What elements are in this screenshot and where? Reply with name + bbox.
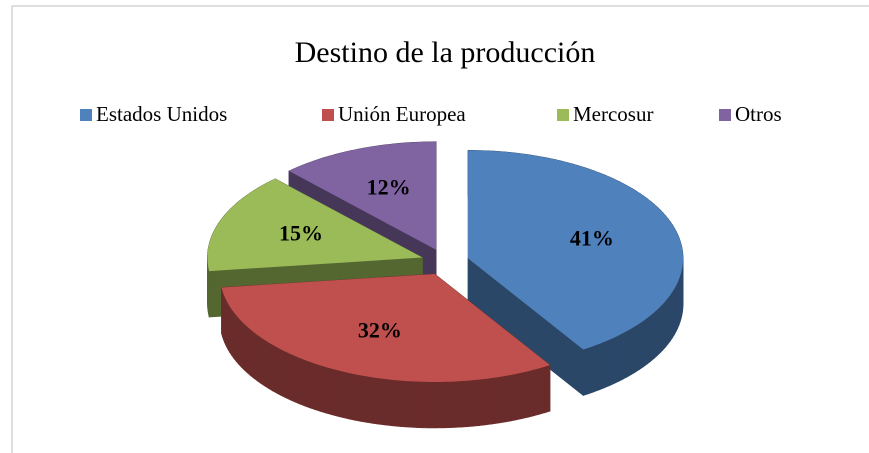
slice-side [667,294,671,345]
slice-side [416,381,424,429]
pie-slice [288,141,437,250]
slice-side [428,381,436,429]
slice-side [447,381,455,429]
slice-side [613,334,619,385]
slice-side [538,366,545,415]
slice-side [503,374,511,423]
slice-side [527,369,534,418]
slice-side [391,379,398,427]
slice-side [598,341,605,391]
slice-side [643,317,648,368]
chart-title: Destino de la producción [295,36,596,69]
slice-side [310,361,316,411]
slice-side [635,322,641,373]
slice-side [659,303,664,354]
slice-side [608,337,615,387]
slice-side [669,290,673,342]
slice-side [653,309,658,360]
slice-side [593,343,600,393]
slice-side [268,341,274,392]
slice-side [281,349,287,399]
slice-side [435,381,443,429]
slice-side [631,325,637,375]
slice-side [479,378,487,426]
slice-side [662,300,666,351]
slice-side [354,373,362,422]
slice-side [378,377,386,426]
slice-side [360,374,368,423]
pie-slice [468,150,684,350]
legend-swatch [322,109,334,121]
slice-side [403,380,411,428]
slice-side [627,327,632,378]
slice-side [460,380,468,428]
slice-side [397,379,405,428]
slice-side [466,379,474,428]
slice-side [260,336,265,387]
slice-side [497,375,505,424]
slice-side [320,365,327,414]
slice-side [533,368,540,417]
slice-side [515,372,523,421]
legend-swatch [80,109,92,121]
slice-side [264,339,269,390]
slice-side [409,380,417,428]
slice-side [299,357,306,407]
slice-side [337,369,344,419]
slice-side [246,326,251,377]
slice-side [454,380,462,428]
slice-side [639,320,644,370]
slice-side [342,371,350,420]
data-label: 32% [358,318,402,343]
slice-side [650,311,655,362]
slice-side [290,353,296,403]
slice-side [331,368,338,417]
slice-side [272,344,278,394]
slice-side [582,347,589,396]
slice-side [295,355,301,405]
slice-side [326,366,333,416]
slice-side [491,376,499,425]
slice-side [250,328,254,379]
slice-side [304,359,311,409]
slice-side [603,339,610,389]
data-label: 41% [570,225,614,250]
legend-swatch [719,109,731,121]
legend-swatch [557,109,569,121]
slice-side [348,372,356,421]
slice-side [665,297,669,348]
slice-side [315,363,322,412]
slice-side [521,370,529,420]
legend-label: Mercosur [573,102,653,126]
pie-slice [207,178,423,272]
slice-side [384,378,392,427]
slice-side [509,373,517,422]
slice-side [646,314,651,365]
slice-side [622,330,628,380]
chart-frame [11,5,869,453]
slice-side [253,331,258,382]
slice-side [372,377,380,425]
slice-side [588,345,595,395]
data-label: 15% [279,221,323,246]
slice-side [366,376,374,424]
slice-side [422,381,430,429]
slice-side [618,332,624,382]
slice-side [276,346,282,397]
slice-side [285,351,291,401]
legend-label: Otros [735,102,782,126]
slice-side [544,364,551,414]
pie-slice [221,273,550,382]
data-label: 12% [367,175,411,200]
legend-label: Estados Unidos [96,102,227,126]
slice-side [656,306,661,357]
slice-side [473,379,481,427]
slice-side [256,334,262,385]
legend-label: Unión Europea [338,102,466,126]
slice-side [441,381,449,429]
slice-side [485,377,493,426]
